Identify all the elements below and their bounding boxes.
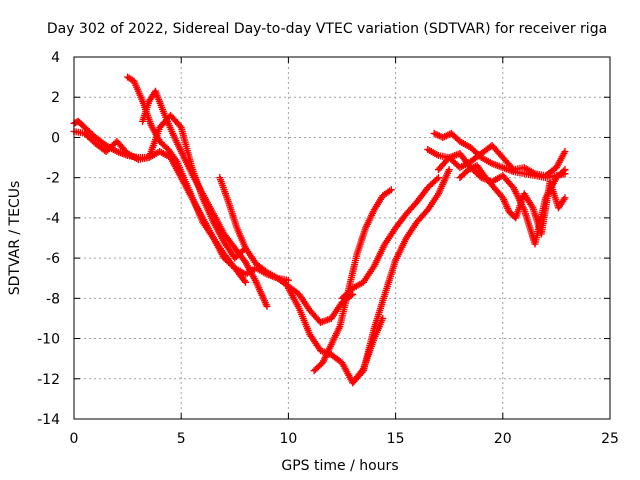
y-tick-label: 2 [51,90,60,106]
x-tick-label: 15 [387,431,405,447]
data-series [124,73,250,286]
grid-lines [74,57,610,419]
y-tick-label: -12 [37,372,60,388]
data-series [456,162,569,238]
data-point [561,194,569,202]
y-tick-label: 0 [51,130,60,146]
y-tick-label: -4 [46,211,60,227]
data-point [433,175,441,183]
data-points [70,73,569,387]
data-point [561,166,569,174]
data-point [242,278,250,286]
x-tick-label: 5 [177,431,186,447]
y-tick-label: -10 [37,332,60,348]
y-tick-label: 4 [51,50,60,66]
y-tick-label: -6 [46,251,60,267]
chart-title: Day 302 of 2022, Sidereal Day-to-day VTE… [47,21,607,37]
y-tick-label: -14 [37,412,60,428]
data-series [139,87,271,310]
x-tick-label: 20 [494,431,512,447]
x-tick-label: 0 [70,431,79,447]
data-series [349,166,453,387]
data-point [358,368,366,376]
x-axis-label: GPS time / hours [281,458,398,474]
axis-ticks: 0 5 10 15 20 25 -14 -12 -10 -8 -6 -4 -2 0 2 4 [37,50,619,447]
y-tick-label: -8 [46,291,60,307]
data-point [561,148,569,156]
x-tick-label: 25 [601,431,619,447]
data-point [284,276,292,284]
data-series [310,186,395,375]
data-point [263,302,271,310]
data-point [560,167,568,175]
x-tick-label: 10 [279,431,297,447]
plot-frame [73,56,611,420]
data-point [445,166,453,174]
data-point [434,174,442,182]
data-series [338,174,442,302]
data-point [387,186,395,194]
y-tick-label: -2 [46,171,60,187]
data-series [216,174,357,326]
y-axis-label: SDTVAR / TECUs [7,181,23,296]
data-point [176,122,184,130]
data-point [240,277,248,285]
